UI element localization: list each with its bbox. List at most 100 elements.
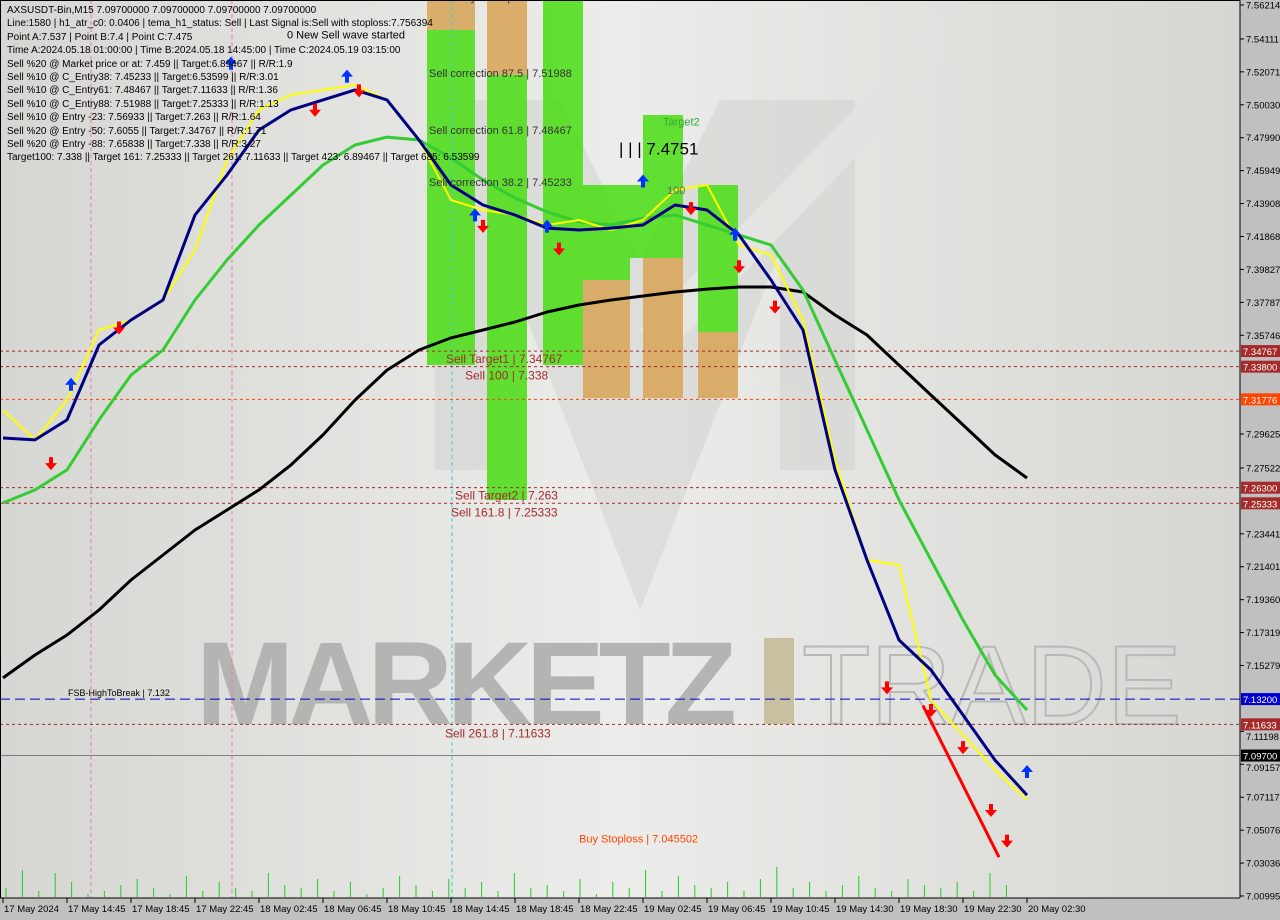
price-axis-marker xyxy=(1241,481,1280,494)
chart-annotation: 0 New Sell wave started xyxy=(287,30,405,42)
sell-arrow-icon xyxy=(113,321,125,335)
price-axis-marker-label: 7.09700 xyxy=(1243,752,1277,763)
y-tick-label: 7.21401 xyxy=(1246,562,1280,573)
price-axis-marker-label: 7.31776 xyxy=(1243,395,1277,406)
chart-annotation: Sell correction 87.5 | 7.51988 xyxy=(429,68,572,80)
price-axis-marker xyxy=(1241,718,1280,731)
price-axis-marker xyxy=(1241,497,1280,510)
buy-arrow-icon xyxy=(541,219,553,233)
x-tick-label: 18 May 02:45 xyxy=(260,904,318,915)
watermark-text: MARKETZ xyxy=(196,618,734,750)
y-tick-label: 7.27522 xyxy=(1246,463,1280,474)
y-tick-label: 7.17319 xyxy=(1246,628,1280,639)
y-tick-label: 7.35746 xyxy=(1246,331,1280,342)
x-tick-label: 20 May 02:30 xyxy=(1028,904,1086,915)
chart-annotation: Sell correction 61.8 | 7.48467 xyxy=(429,125,572,137)
chart-annotation: | | | 7.4751 xyxy=(619,139,698,158)
info-line: Point A:7.537 | Point B:7.4 | Point C:7.… xyxy=(7,31,193,43)
price-axis-marker-label: 7.11633 xyxy=(1243,720,1277,731)
y-tick-label: 7.05076 xyxy=(1246,826,1280,837)
x-tick-label: 18 May 14:45 xyxy=(452,904,510,915)
sell-arrow-icon xyxy=(881,681,893,695)
price-axis-marker-label: 7.26300 xyxy=(1243,484,1277,495)
price-axis-marker xyxy=(1241,693,1280,706)
sell-arrow-icon xyxy=(957,741,969,755)
price-level-label: Sell 261.8 | 7.11633 xyxy=(445,726,551,740)
sell-arrow-icon xyxy=(553,242,565,256)
sell-arrow-icon xyxy=(985,804,997,818)
y-tick-label: 7.23441 xyxy=(1246,529,1280,540)
price-axis-marker xyxy=(1241,393,1280,406)
y-tick-label: 7.29625 xyxy=(1246,430,1280,441)
info-line: Sell %10 @ Entry -23: 7.56933 || Target:… xyxy=(7,112,261,124)
sell-arrow-icon xyxy=(1001,834,1013,848)
y-tick-label: 7.56214 xyxy=(1246,1,1280,12)
watermark-bar xyxy=(764,638,794,724)
info-line: Sell %10 @ C_Entry61: 7.48467 || Target:… xyxy=(7,85,278,97)
y-tick-label: 7.37787 xyxy=(1246,298,1280,309)
indicator-line-3 xyxy=(2,88,1029,797)
y-tick-label: 7.00995 xyxy=(1246,892,1280,903)
price-level-label: Sell Target1 | 7.34767 xyxy=(446,352,563,366)
y-tick-label: 7.39827 xyxy=(1246,265,1280,276)
info-line: Sell %10 @ C_Entry88: 7.51988 || Target:… xyxy=(7,98,279,110)
indicator-line-0 xyxy=(2,285,1028,680)
x-tick-label: 17 May 18:45 xyxy=(132,904,190,915)
sell-arrow-icon xyxy=(353,84,365,98)
x-tick-label: 17 May 14:45 xyxy=(68,904,126,915)
y-tick-label: 7.52071 xyxy=(1246,67,1280,78)
sell-arrow-icon xyxy=(477,219,489,233)
chart-annotation: Buy Stoploss | 7.045502 xyxy=(579,834,698,846)
buy-arrow-icon xyxy=(1021,765,1033,779)
fib-zone xyxy=(583,185,630,280)
fib-zone xyxy=(487,75,527,500)
chart-annotation: 100 xyxy=(667,185,685,197)
y-tick-label: 7.03036 xyxy=(1246,859,1280,870)
info-line: Sell %20 @ Market price or at: 7.459 || … xyxy=(7,58,293,70)
time-axis[interactable] xyxy=(0,898,1240,920)
info-line: Sell %10 @ C_Entry38: 7.45233 || Target:… xyxy=(7,71,279,83)
price-axis-marker xyxy=(1241,345,1280,358)
x-tick-label: 19 May 10:45 xyxy=(772,904,830,915)
info-line: AXSUSDT-Bin,M15 7.09700000 7.09700000 7.… xyxy=(7,5,317,16)
sell-arrow-icon xyxy=(309,103,321,117)
buy-arrow-icon xyxy=(341,69,353,83)
price-axis-marker-label: 7.25333 xyxy=(1243,499,1277,510)
chart-annotation: Target2 xyxy=(663,116,700,128)
x-tick-label: 19 May 14:30 xyxy=(836,904,894,915)
x-tick-label: 19 May 18:30 xyxy=(900,904,958,915)
fib-zone xyxy=(487,0,527,75)
chart-annotation: Sell Entry -23.6 | 7.56933 xyxy=(429,0,553,4)
fib-zone xyxy=(643,258,683,398)
y-tick-label: 7.43908 xyxy=(1246,199,1280,210)
sell-arrow-icon xyxy=(45,457,57,471)
y-tick-label: 7.41868 xyxy=(1246,232,1280,243)
watermark-text: TRADE xyxy=(802,623,1182,748)
y-tick-label: 7.09157 xyxy=(1246,763,1280,774)
fib-zone xyxy=(427,0,475,30)
y-tick-label: 7.50030 xyxy=(1246,100,1280,111)
y-tick-label: 7.54111 xyxy=(1246,34,1279,45)
price-axis-marker xyxy=(1241,360,1280,373)
buy-arrow-icon xyxy=(469,208,481,222)
fib-zone xyxy=(427,30,475,365)
price-axis-marker xyxy=(1241,749,1280,762)
x-tick-label: 18 May 06:45 xyxy=(324,904,382,915)
chart-annotation: Sell correction 38.2 | 7.45233 xyxy=(429,177,572,189)
x-tick-label: 18 May 22:45 xyxy=(580,904,638,915)
price-axis[interactable] xyxy=(1240,0,1280,920)
sell-arrow-icon xyxy=(685,202,697,216)
price-axis-marker-label: 7.33800 xyxy=(1243,363,1277,374)
info-line: Line:1580 | h1_atr_c0: 0.0406 | tema_h1_… xyxy=(7,18,433,30)
y-tick-label: 7.47990 xyxy=(1246,133,1280,144)
x-tick-label: 17 May 22:45 xyxy=(196,904,254,915)
buy-arrow-icon xyxy=(65,377,77,391)
y-tick-label: 7.19360 xyxy=(1246,595,1280,606)
x-tick-label: 17 May 2024 xyxy=(4,904,59,915)
buy-arrow-icon xyxy=(637,174,649,188)
y-tick-label: 7.07117 xyxy=(1246,793,1280,804)
trend-line xyxy=(921,704,1001,858)
x-tick-label: 18 May 10:45 xyxy=(388,904,446,915)
y-tick-label: 7.15279 xyxy=(1246,661,1280,672)
